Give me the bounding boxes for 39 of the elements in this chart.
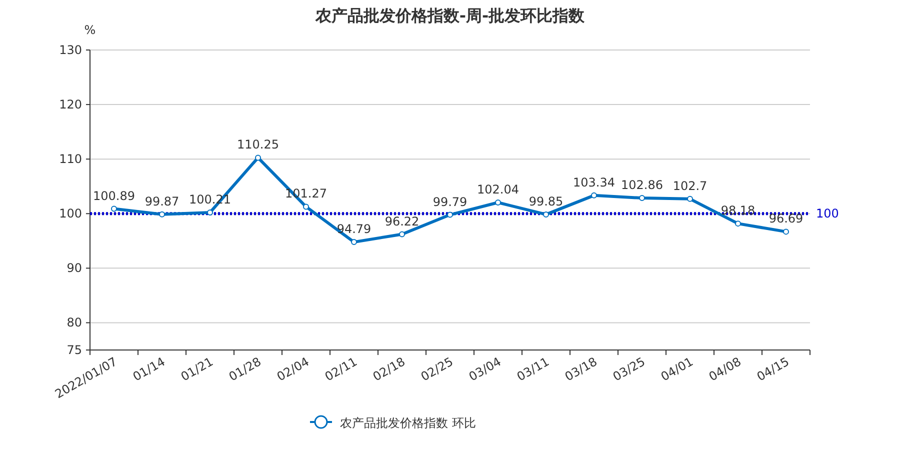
point <box>111 206 117 212</box>
data-label: 100.89 <box>93 188 135 203</box>
point <box>639 195 645 202</box>
point <box>687 196 693 202</box>
point <box>783 228 789 235</box>
y-tick-label: 130 <box>59 43 82 57</box>
y-tick-label: 120 <box>59 98 82 112</box>
point <box>735 220 741 227</box>
chart-title: 农产品批发价格指数-周-批发环比指数 <box>314 6 586 25</box>
data-label: 102.7 <box>672 178 708 193</box>
legend-label: 农产品批发价格指数 环比 <box>340 416 476 430</box>
data-label: 99.87 <box>144 194 180 208</box>
y-tick-label: 110 <box>59 152 82 166</box>
data-label: 94.79 <box>336 222 372 236</box>
point <box>591 192 597 198</box>
point <box>399 231 405 238</box>
y-tick-label: 100 <box>59 206 82 221</box>
data-label: 98.18 <box>720 204 756 218</box>
data-label: 99.85 <box>528 194 564 208</box>
point <box>159 211 165 218</box>
y-tick-label: 75 <box>66 343 82 357</box>
y-axis-title: % <box>84 23 96 37</box>
data-label: 110.25 <box>237 138 279 152</box>
data-label: 99.79 <box>432 194 468 209</box>
point <box>543 211 549 218</box>
point <box>207 209 213 216</box>
point <box>255 154 261 161</box>
data-label: 102.04 <box>477 182 519 197</box>
point <box>351 239 357 246</box>
data-label: 103.34 <box>573 175 615 190</box>
point <box>303 204 309 210</box>
y-tick-label: 80 <box>66 316 82 330</box>
point <box>447 212 453 218</box>
y-tick-label: 90 <box>66 261 82 276</box>
ref-line-label: 100 <box>816 206 839 221</box>
point <box>495 200 501 206</box>
data-label: 96.69 <box>768 212 804 226</box>
data-label: 96.22 <box>384 214 420 228</box>
data-label: 102.86 <box>621 178 663 192</box>
